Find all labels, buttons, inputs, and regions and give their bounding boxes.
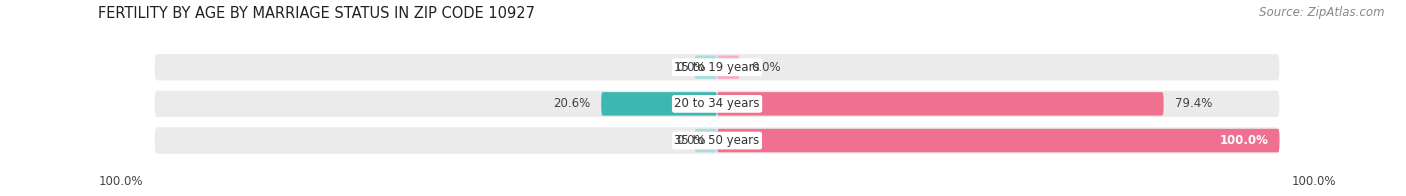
- FancyBboxPatch shape: [602, 92, 717, 116]
- Text: 20.6%: 20.6%: [553, 97, 591, 110]
- Text: 79.4%: 79.4%: [1175, 97, 1212, 110]
- Text: FERTILITY BY AGE BY MARRIAGE STATUS IN ZIP CODE 10927: FERTILITY BY AGE BY MARRIAGE STATUS IN Z…: [98, 6, 536, 21]
- Text: Source: ZipAtlas.com: Source: ZipAtlas.com: [1260, 6, 1385, 19]
- Text: 15 to 19 years: 15 to 19 years: [675, 61, 759, 74]
- FancyBboxPatch shape: [717, 55, 740, 79]
- Text: 100.0%: 100.0%: [98, 175, 143, 188]
- FancyBboxPatch shape: [717, 92, 1164, 116]
- FancyBboxPatch shape: [155, 127, 1279, 154]
- Text: 0.0%: 0.0%: [751, 61, 780, 74]
- Text: 100.0%: 100.0%: [1219, 134, 1268, 147]
- Text: 100.0%: 100.0%: [1291, 175, 1336, 188]
- Text: 0.0%: 0.0%: [676, 134, 706, 147]
- FancyBboxPatch shape: [695, 55, 717, 79]
- FancyBboxPatch shape: [155, 91, 1279, 117]
- Text: 35 to 50 years: 35 to 50 years: [675, 134, 759, 147]
- FancyBboxPatch shape: [695, 129, 717, 152]
- FancyBboxPatch shape: [717, 129, 1279, 152]
- Text: 0.0%: 0.0%: [676, 61, 706, 74]
- FancyBboxPatch shape: [155, 54, 1279, 80]
- Text: 20 to 34 years: 20 to 34 years: [675, 97, 759, 110]
